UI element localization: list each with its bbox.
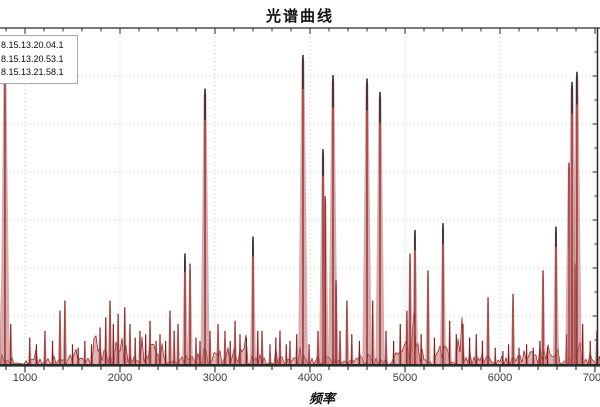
- x-tick-label: 1000: [12, 372, 38, 384]
- x-tick-label: 3000: [202, 372, 228, 384]
- x-tick-label: 7000: [582, 372, 600, 384]
- legend-entry[interactable]: 8.15.13.20.53.1: [1, 53, 64, 64]
- legend[interactable]: 8.15.13.20.04.1 8.15.13.20.53.1 8.15.13.21…: [0, 35, 78, 84]
- legend-entry[interactable]: 8.15.13.20.04.1: [1, 40, 64, 50]
- legend-entry[interactable]: 8.15.13.21.58.1: [1, 67, 64, 77]
- x-tick-label: 2000: [107, 372, 133, 384]
- x-tick-label: 6000: [487, 372, 513, 384]
- x-tick-label: 5000: [392, 372, 418, 384]
- x-tick-label: 4000: [297, 372, 323, 384]
- chart-title: 光谱曲线: [265, 8, 334, 25]
- x-axis-label: 频率: [308, 391, 336, 406]
